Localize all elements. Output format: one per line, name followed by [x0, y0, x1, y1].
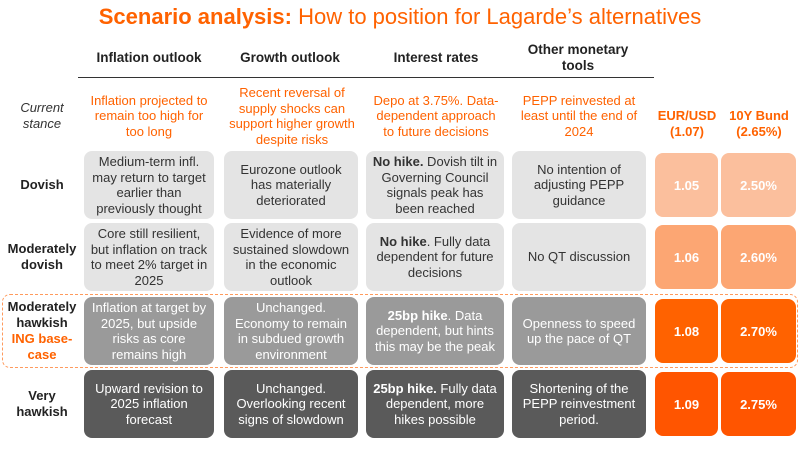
header-divider: [78, 77, 654, 78]
cell-growth: Unchanged. Overlooking recent signs of s…: [224, 370, 358, 438]
row-label-text: Dovish: [20, 177, 64, 192]
cell-rates: No hike. Dovish tilt in Governing Counci…: [366, 151, 504, 219]
cell-rates: 25bp hike. Data dependent, but hints thi…: [366, 297, 504, 365]
cell-body-text: Unchanged. Economy to remain in subdued …: [235, 300, 347, 362]
row-label: Very hawkish: [4, 370, 80, 438]
col-header-growth: Growth outlook: [240, 50, 340, 65]
page-title: Scenario analysis: How to position for L…: [0, 4, 800, 30]
eurusd-value: 1.05: [655, 153, 718, 217]
cell-text: Medium-term infl. may return to target e…: [90, 154, 208, 216]
row-label: Moderately hawkish ING base-case: [4, 297, 80, 365]
cell-inflation: Medium-term infl. may return to target e…: [84, 151, 214, 219]
cell-other-tools: No QT discussion: [512, 223, 646, 291]
current-stance-label: Current stance: [20, 100, 64, 131]
base-case-highlight: [2, 294, 798, 368]
cell-rates: No hike. Fully data dependent for future…: [366, 223, 504, 291]
cell-text: Unchanged. Economy to remain in subdued …: [230, 300, 352, 362]
cell-text: Openness to speed up the pace of QT: [518, 316, 640, 347]
eurusd-value: 1.06: [655, 225, 718, 289]
cell-body-text: Core still resilient, but inflation on t…: [90, 226, 208, 288]
cell-text: Core still resilient, but inflation on t…: [90, 226, 208, 288]
cell-other-tools: Openness to speed up the pace of QT: [512, 297, 646, 365]
cell-growth: Eurozone outlook has materially deterior…: [224, 151, 358, 219]
cell-inflation: Inflation at target by 2025, but upside …: [84, 297, 214, 365]
cell-text: Upward revision to 2025 inflation foreca…: [90, 381, 208, 428]
col-header-rates: Interest rates: [393, 50, 479, 65]
bund-value: 2.70%: [721, 299, 796, 363]
cell-body-text: Upward revision to 2025 inflation foreca…: [95, 380, 203, 427]
cell-body-text: Openness to speed up the pace of QT: [522, 315, 636, 347]
cell-other-tools: Shortening of the PEPP reinvestment peri…: [512, 370, 646, 438]
cell-text: No hike. Fully data dependent for future…: [372, 234, 498, 281]
stance-other-tools: PEPP reinvested at least until the end o…: [520, 92, 638, 139]
cell-text: Shortening of the PEPP reinvestment peri…: [518, 381, 640, 428]
col-header-inflation: Inflation outlook: [96, 50, 202, 65]
cell-text: Unchanged. Overlooking recent signs of s…: [230, 381, 352, 428]
eurusd-value: 1.09: [655, 372, 718, 436]
cell-body-text: Evidence of more sustained slowdown in t…: [232, 226, 350, 288]
stance-rates: Depo at 3.75%. Data-dependent approach t…: [373, 92, 499, 139]
cell-text: No intention of adjusting PEPP guidance: [518, 162, 640, 209]
cell-body-text: Shortening of the PEPP reinvestment peri…: [522, 380, 636, 427]
title-bold: Scenario analysis:: [98, 4, 292, 29]
cell-text: 25bp hike. Data dependent, but hints thi…: [372, 308, 498, 355]
bund-value: 2.75%: [721, 372, 796, 436]
cell-text: Evidence of more sustained slowdown in t…: [230, 226, 352, 288]
cell-body-text: . Data dependent, but hints this may be …: [375, 307, 495, 354]
base-case-label: ING base-case: [11, 331, 73, 362]
cell-text: No QT discussion: [528, 249, 630, 265]
row-label-text: Moderately dovish: [7, 241, 77, 272]
cell-body-text: Medium-term infl. may return to target e…: [92, 154, 206, 216]
row-label-text: Very hawkish: [16, 388, 68, 419]
row-label-text: Moderately hawkish: [7, 299, 77, 330]
cell-body-text: Fully data dependent, more hikes possibl…: [385, 380, 497, 427]
cell-inflation: Core still resilient, but inflation on t…: [84, 223, 214, 291]
cell-rates: 25bp hike. Fully data dependent, more hi…: [366, 370, 504, 438]
cell-text: Eurozone outlook has materially deterior…: [230, 162, 352, 209]
cell-body-text: No QT discussion: [527, 249, 631, 265]
col-header-other-tools: Other monetary tools: [527, 42, 629, 73]
row-label: Moderately dovish: [4, 223, 80, 291]
cell-body-text: Eurozone outlook has materially deterior…: [240, 161, 342, 208]
stance-growth: Recent reversal of supply shocks can sup…: [229, 85, 355, 147]
cell-text: No hike. Dovish tilt in Governing Counci…: [372, 154, 498, 216]
cell-bold-text: 25bp hike: [387, 307, 448, 323]
cell-body-text: Dovish tilt in Governing Council signals…: [381, 154, 498, 216]
cell-growth: Unchanged. Economy to remain in subdued …: [224, 297, 358, 365]
cell-body-text: . Fully data dependent for future decisi…: [376, 233, 494, 280]
cell-inflation: Upward revision to 2025 inflation foreca…: [84, 370, 214, 438]
cell-text: 25bp hike. Fully data dependent, more hi…: [372, 381, 498, 428]
eurusd-value: 1.08: [655, 299, 718, 363]
bund-value: 2.50%: [721, 153, 796, 217]
cell-text: Inflation at target by 2025, but upside …: [90, 300, 208, 362]
row-label: Dovish: [4, 151, 80, 219]
cell-body-text: Unchanged. Overlooking recent signs of s…: [236, 380, 346, 427]
bund-header: 10Y Bund (2.65%): [729, 108, 789, 139]
stance-inflation: Inflation projected to remain too high f…: [90, 92, 208, 139]
cell-bold-text: No hike: [379, 233, 427, 249]
cell-growth: Evidence of more sustained slowdown in t…: [224, 223, 358, 291]
bund-value: 2.60%: [721, 225, 796, 289]
cell-body-text: Inflation at target by 2025, but upside …: [91, 300, 207, 362]
title-rest: How to position for Lagarde’s alternativ…: [291, 4, 702, 29]
cell-other-tools: No intention of adjusting PEPP guidance: [512, 151, 646, 219]
cell-body-text: No intention of adjusting PEPP guidance: [533, 161, 625, 208]
cell-bold-text: 25bp hike.: [373, 380, 437, 396]
cell-bold-text: No hike.: [372, 154, 424, 169]
eurusd-header: EUR/USD (1.07): [657, 108, 717, 139]
